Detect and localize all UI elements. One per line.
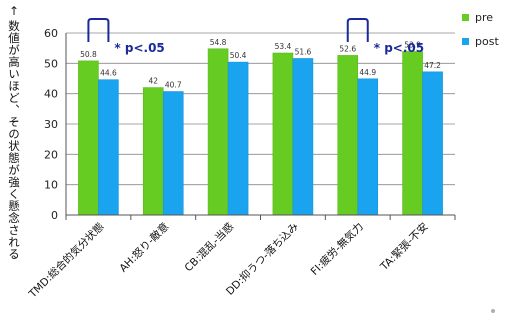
data-label: 47.2 [424, 61, 441, 70]
data-label: 44.9 [359, 68, 376, 77]
data-label: 50.8 [80, 50, 97, 59]
bar-pre [337, 55, 359, 216]
bar-post [98, 79, 119, 216]
data-label: 40.7 [165, 81, 182, 90]
x-tick-label: DD:抑うつ-落ち込み [223, 220, 301, 298]
data-labels: 50.8 44.6 42 40.7 54.850.4 53.451.6 52.6 44.9 53… [80, 38, 441, 90]
y-tick-labels: 0 10 20 30 40 50 60 [44, 27, 58, 222]
data-label: 53.4 [275, 42, 292, 51]
significance-bracket [87, 18, 110, 42]
y-tick-label: 10 [44, 179, 58, 192]
slide-bullet-dot [491, 309, 495, 313]
x-tick-label: TMD:総合的気分状態 [25, 220, 106, 301]
y-axis-title: ↑ 数値が高いほど、その状態が強く懸念される [4, 4, 24, 260]
y-tick-label: 20 [44, 148, 58, 161]
bar-post [162, 91, 184, 216]
bar-pre [402, 51, 423, 216]
significance-label: * p<.05 [374, 41, 424, 55]
data-label: 54.8 [210, 38, 227, 47]
bar-pre [272, 52, 294, 216]
up-arrow-icon: ↑ [8, 4, 20, 18]
legend-item-pre: pre [462, 8, 499, 26]
significance-bracket [346, 18, 369, 42]
axes [65, 33, 456, 220]
x-tick-label: AH:怒り-敵意 [117, 220, 172, 275]
legend-label-post: post [475, 34, 499, 48]
y-tick-label: 40 [44, 88, 58, 101]
legend-item-post: post [462, 32, 499, 50]
y-axis-label: 数値が高いほど、その状態が強く懸念される [7, 20, 21, 260]
data-label: 53.9 [404, 41, 421, 50]
legend: pre post [462, 8, 499, 56]
legend-swatch-post [462, 37, 469, 45]
significance-annotations: * p<.05 * p<.05 [87, 18, 424, 55]
y-tick-label: 50 [44, 57, 58, 70]
bar-post [292, 58, 314, 216]
legend-swatch-pre [462, 13, 469, 21]
y-tick-label: 30 [44, 118, 58, 131]
bar-post [422, 71, 443, 216]
y-tick-label: 0 [51, 209, 58, 222]
bar-group [78, 48, 443, 216]
data-label: 52.6 [339, 44, 356, 53]
x-tick-label: CB:混乱-当惑 [182, 220, 236, 274]
data-label: 44.6 [100, 69, 117, 78]
bar-post [357, 78, 379, 216]
data-label: 51.6 [295, 47, 312, 56]
x-tick-label: FI:疲労-無気力 [308, 220, 366, 278]
y-tick-label: 60 [44, 27, 58, 40]
bar-pre [207, 48, 229, 216]
data-label: 42 [148, 77, 158, 86]
legend-label-pre: pre [475, 10, 494, 24]
x-tick-label: TA:緊張-不安 [377, 220, 431, 274]
bar-pre [78, 60, 99, 216]
significance-label: * p<.05 [114, 41, 164, 55]
bar-pre [142, 87, 164, 216]
bar-post [227, 61, 249, 216]
gridlines [66, 32, 455, 216]
data-label: 50.4 [230, 51, 247, 60]
